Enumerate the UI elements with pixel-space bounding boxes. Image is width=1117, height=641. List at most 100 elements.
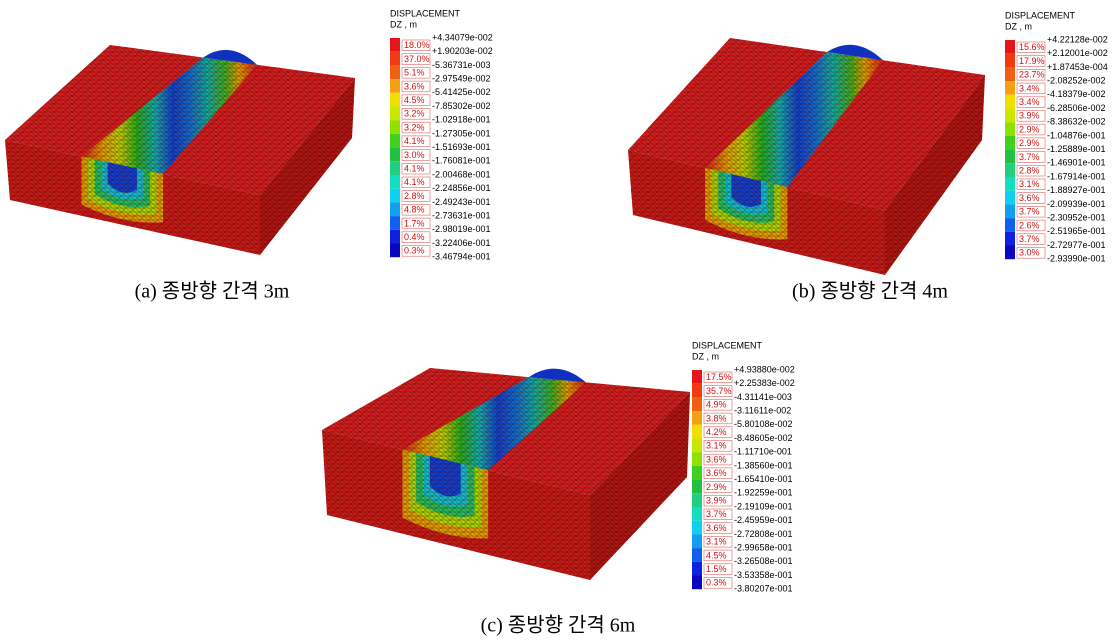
legend-percent: 0.3% [706, 578, 727, 588]
legend-value: -1.46901e-001 [1047, 158, 1106, 168]
legend-value: +1.87453e-004 [1047, 62, 1108, 72]
legend-value: -1.27305e-001 [432, 128, 491, 138]
legend-value: -3.53358e-001 [734, 570, 793, 580]
legend-swatch [692, 576, 702, 590]
legend-percent: 2.8% [1019, 166, 1040, 176]
legend-swatch [1005, 246, 1015, 260]
legend-value: -2.09939e-001 [1047, 199, 1106, 209]
legend-percent: 3.7% [1019, 152, 1040, 162]
legend-unit: DZ , m [692, 351, 719, 361]
legend-percent: 3.7% [706, 509, 727, 519]
legend-value: -1.51693e-001 [432, 142, 491, 152]
legend-swatch [1005, 40, 1015, 54]
legend-value: -1.11710e-001 [734, 447, 792, 457]
legend-value: -2.00468e-001 [432, 169, 491, 179]
mesh-plot [628, 38, 985, 275]
legend-swatch [390, 161, 400, 175]
legend-swatch [692, 466, 702, 480]
legend-swatch [692, 411, 702, 425]
legend-percent: 3.0% [404, 150, 425, 160]
legend-value: -1.25889e-001 [1047, 144, 1106, 154]
legend-value: -3.22406e-001 [432, 238, 491, 248]
legend-swatch [390, 230, 400, 244]
legend-percent: 3.1% [706, 441, 727, 451]
legend-swatch [1005, 54, 1015, 68]
caption: (c) 종방향 간격 6m [481, 614, 636, 637]
legend-value: -2.45959e-001 [734, 515, 793, 525]
legend-swatch [692, 534, 702, 548]
legend-value: -3.11611e-002 [734, 405, 791, 415]
legend-percent: 4.1% [404, 164, 425, 174]
legend-swatch [692, 521, 702, 535]
legend-percent: 3.7% [1019, 234, 1040, 244]
legend-swatch [390, 120, 400, 134]
legend-value: -8.38632e-002 [1047, 117, 1106, 127]
legend-percent: 35.7% [706, 386, 732, 396]
legend-value: +4.93880e-002 [734, 364, 795, 374]
legend-value: +4.22128e-002 [1047, 34, 1108, 44]
legend: DISPLACEMENTDZ , m15.6%17.9%23.7%3.4%3.4… [1005, 10, 1108, 263]
legend-percent: 1.5% [706, 564, 727, 574]
legend-swatch [692, 493, 702, 507]
legend-value: -8.48605e-002 [734, 433, 793, 443]
legend-swatch [390, 107, 400, 121]
legend-swatch [390, 148, 400, 162]
legend-value: -2.08252e-002 [1047, 75, 1106, 85]
legend-swatch [1005, 150, 1015, 164]
legend-swatch [1005, 122, 1015, 136]
legend-percent: 3.6% [706, 454, 727, 464]
legend-value: -3.80207e-001 [734, 584, 793, 594]
legend-swatch [1005, 163, 1015, 177]
legend-value: -1.04876e-001 [1047, 130, 1106, 140]
legend-percent: 4.1% [404, 136, 425, 146]
legend-percent: 5.1% [404, 68, 425, 78]
legend-value: -4.18379e-002 [1047, 89, 1106, 99]
legend-title: DISPLACEMENT [692, 340, 763, 350]
legend-swatch [1005, 109, 1015, 123]
mesh-plot [322, 368, 690, 580]
legend-swatch [692, 384, 702, 398]
legend-swatch [692, 370, 702, 384]
legend-swatch [1005, 67, 1015, 81]
legend-swatch [1005, 232, 1015, 246]
legend-title: DISPLACEMENT [390, 8, 461, 18]
legend-swatch [1005, 177, 1015, 191]
legend-value: -2.49243e-001 [432, 197, 491, 207]
legend-value: -4.31141e-003 [734, 392, 792, 402]
legend-value: -2.93990e-001 [1047, 254, 1106, 264]
legend-value: +2.12001e-002 [1047, 48, 1108, 58]
legend-value: -3.46794e-001 [432, 252, 491, 262]
legend-percent: 0.3% [404, 246, 425, 256]
legend-value: -1.88927e-001 [1047, 185, 1106, 195]
legend-percent: 3.4% [1019, 83, 1040, 93]
legend-swatch [1005, 204, 1015, 218]
legend-percent: 3.0% [1019, 248, 1040, 258]
legend-value: -1.67914e-001 [1047, 171, 1106, 181]
legend-percent: 2.8% [404, 191, 425, 201]
legend-percent: 4.5% [404, 95, 425, 105]
legend-value: -6.28506e-002 [1047, 103, 1106, 113]
legend-value: -1.92259e-001 [734, 488, 793, 498]
legend-value: -1.65410e-001 [734, 474, 793, 484]
legend-percent: 17.5% [706, 372, 732, 382]
figure: DISPLACEMENTDZ , m18.0%37.0%5.1%3.6%4.5%… [0, 0, 1117, 641]
legend-swatch [390, 79, 400, 93]
legend-swatch [692, 439, 702, 453]
legend-value: -5.41425e-002 [432, 87, 491, 97]
legend-percent: 3.1% [706, 537, 727, 547]
legend-percent: 1.7% [404, 218, 425, 228]
legend-percent: 3.8% [706, 413, 727, 423]
legend-value: -2.72977e-001 [1047, 240, 1106, 250]
legend-value: -2.72808e-001 [734, 529, 793, 539]
legend-percent: 2.9% [1019, 124, 1040, 134]
legend-percent: 3.6% [1019, 193, 1040, 203]
legend-value: -5.80108e-002 [734, 419, 793, 429]
legend-swatch [1005, 81, 1015, 95]
legend-value: -1.38560e-001 [734, 460, 793, 470]
legend-percent: 3.6% [404, 81, 425, 91]
legend-percent: 15.6% [1019, 42, 1045, 52]
legend-percent: 4.5% [706, 550, 727, 560]
legend-swatch [692, 397, 702, 411]
legend-percent: 4.9% [706, 400, 727, 410]
legend-percent: 3.7% [1019, 207, 1040, 217]
